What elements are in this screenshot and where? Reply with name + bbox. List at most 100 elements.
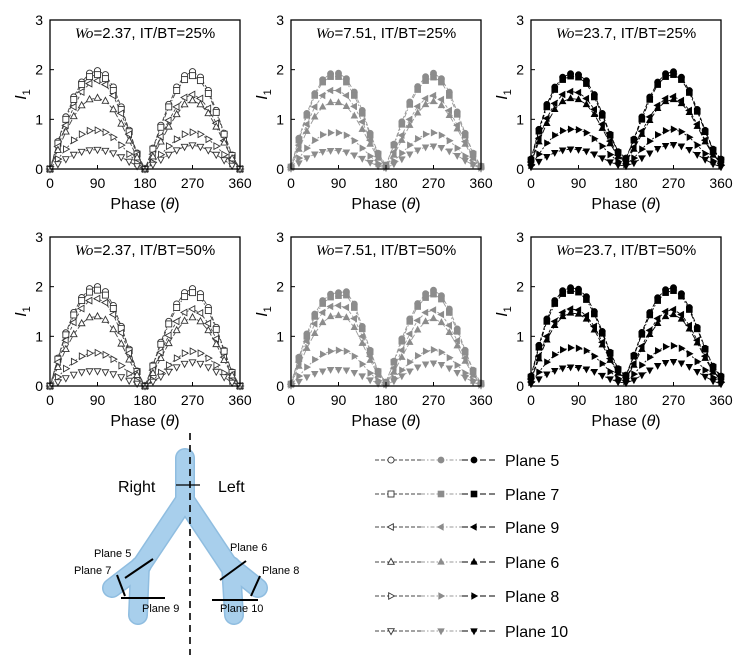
data-point [295,160,303,168]
data-point [638,116,646,123]
data-point [686,349,694,358]
data-point [639,145,647,153]
data-point [117,119,126,127]
data-point [110,355,118,364]
data-point [351,352,359,360]
data-point [453,369,461,377]
y-tick-label: 0 [516,378,524,394]
plane-10-label: Plane 10 [220,603,263,615]
data-point [631,154,639,162]
data-point [221,150,229,159]
data-point [686,306,693,313]
data-point [55,373,63,382]
data-point [670,71,677,78]
series-line-plane-6 [530,312,722,381]
data-point [62,115,70,123]
data-point [606,355,614,363]
legend-entry-plane-5: Plane 5 [375,453,559,470]
data-point [342,102,351,110]
data-point [544,358,552,366]
data-point [583,346,591,355]
data-point [574,309,583,317]
series-line-plane-6 [49,97,241,170]
data-point [453,152,461,160]
data-point [437,145,446,152]
data-point [677,99,686,107]
data-point [124,130,132,139]
data-point [335,346,343,354]
data-point [310,320,318,328]
x-axis-label: Phase (θ) [591,413,660,430]
x-tick-label: 90 [571,392,587,408]
data-point [228,379,237,388]
data-point [438,295,445,303]
data-point [204,325,213,334]
data-point [566,87,574,96]
y-tick-label: 3 [516,229,524,245]
data-point [598,124,606,131]
data-point [685,108,694,116]
data-point [693,338,701,346]
data-point [575,73,582,81]
data-point [296,154,304,162]
data-point [133,163,142,171]
data-point [350,111,359,119]
x-tick-label: 360 [469,392,493,408]
x-tick-label: 270 [181,175,205,191]
data-point [86,73,94,81]
data-point [295,361,303,369]
data-point [685,324,694,332]
data-point [204,90,212,97]
data-point [701,373,709,381]
data-point [422,294,429,301]
data-point [421,100,430,108]
data-point [669,359,678,366]
data-point [535,376,543,384]
data-point [398,337,406,345]
y-tick-label: 1 [276,111,284,127]
data-point [536,368,544,376]
data-point [421,317,430,325]
y-tick-label: 1 [516,111,524,127]
data-point [366,139,374,147]
x-tick-label: 0 [46,392,54,408]
data-point [196,360,205,369]
data-point [311,112,319,120]
data-point [694,141,702,149]
data-point [77,304,85,313]
data-point [662,289,669,296]
data-point [437,101,446,109]
data-point [100,298,109,307]
data-point [342,91,350,100]
data-point [566,308,575,316]
data-point [598,112,606,119]
data-point [575,344,583,352]
data-point [109,324,118,333]
data-point [551,86,559,93]
data-point [655,130,662,139]
plane-5-line [124,558,154,579]
data-point [461,157,469,165]
data-point [311,151,319,159]
data-point [469,379,477,387]
data-point [327,293,334,301]
data-point [69,371,78,380]
data-point [390,367,398,375]
data-point [100,80,109,89]
data-point [677,360,686,368]
data-point [422,347,430,355]
data-point [390,378,398,386]
data-point [173,135,182,144]
data-point [590,110,599,118]
x-tick-label: 270 [662,392,686,408]
data-point [582,148,591,156]
data-point [304,363,312,371]
chart-panel-1: 0 1 2 3 0 90 180 270 360 Phase (θ) I1 Wo=2.37, IT/B… [13,12,252,213]
data-point [574,146,583,154]
data-point [318,91,326,100]
chart-panel-6: 0 1 2 3 0 90 180 270 360 Phase (θ) I1 Wo=23.7, IT/B… [494,229,733,430]
data-point [661,307,669,316]
y-tick-label: 1 [35,328,43,344]
data-point [591,310,598,318]
data-point [125,355,134,363]
